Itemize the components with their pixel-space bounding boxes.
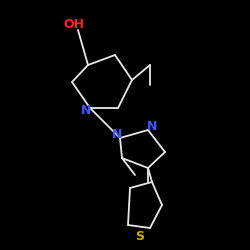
- Text: OH: OH: [64, 18, 84, 30]
- Text: N: N: [147, 120, 157, 132]
- Text: N: N: [112, 128, 122, 140]
- Text: S: S: [136, 230, 144, 243]
- Text: N: N: [81, 104, 91, 117]
